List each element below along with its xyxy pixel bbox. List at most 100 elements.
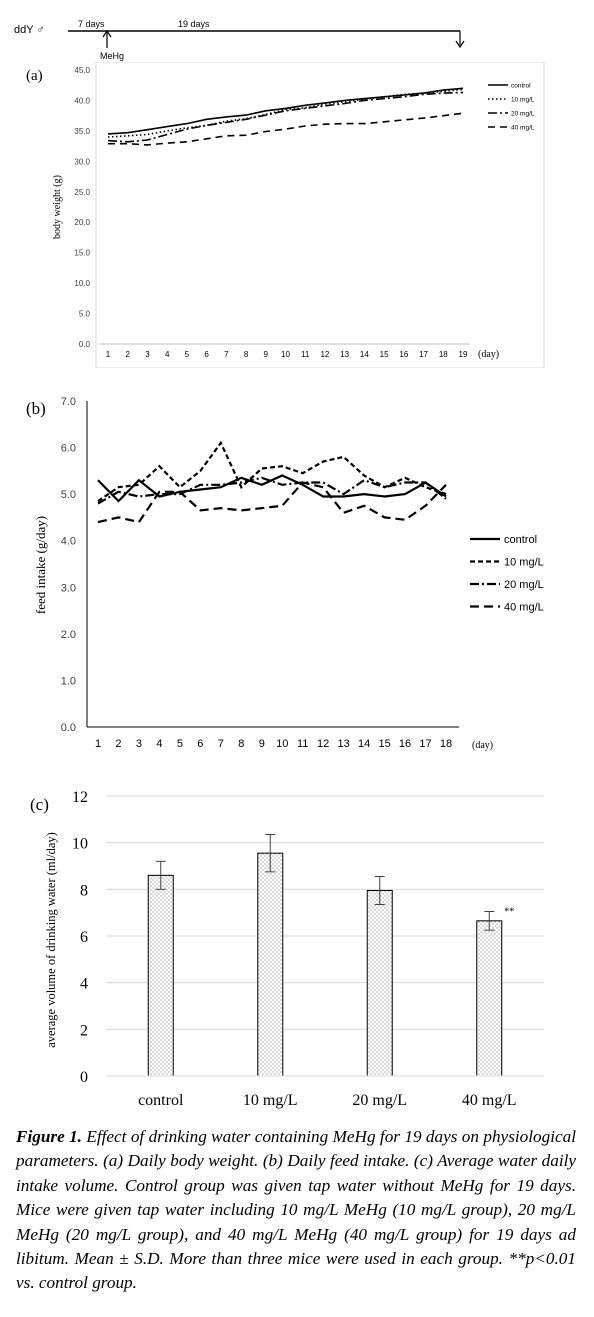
x-tick-label: 8: [238, 738, 244, 750]
x-axis-label: (day): [478, 349, 499, 360]
x-tick-label: 10 mg/L: [243, 1092, 298, 1109]
x-tick-label: 8: [244, 350, 249, 359]
series-line-20-mg-l: [107, 91, 464, 143]
x-tick-label: 16: [399, 738, 411, 750]
legend-label-control: control: [511, 83, 531, 90]
x-tick-label: 6: [204, 350, 209, 359]
panel-label: (a): [26, 68, 43, 84]
x-tick-label: 15: [380, 350, 389, 359]
bar-control: [147, 874, 174, 1077]
series-line-control: [107, 87, 464, 135]
x-axis-label: (day): [472, 740, 493, 751]
x-tick-label: 40 mg/L: [462, 1092, 517, 1109]
bar-40-mg-l: [476, 920, 503, 1077]
bar-20-mg-l: [366, 890, 393, 1077]
y-tick-label: 20.0: [74, 218, 90, 227]
x-tick-label: 1: [95, 738, 101, 750]
x-tick-label: 2: [115, 738, 121, 750]
x-tick-label: 17: [419, 350, 428, 359]
x-tick-label: 9: [259, 738, 265, 750]
x-tick-label: 18: [439, 350, 448, 359]
bar-10-mg-l: [257, 852, 284, 1077]
timeline: ddY ♂ 7 days 19 days MeHg: [14, 19, 465, 61]
y-tick-label: 3.0: [61, 582, 76, 594]
chart-drinking-water: (c) 0 2 4 6 8 10 12 average volume of drinking w…: [30, 789, 544, 1109]
y-tick-label: 45.0: [74, 66, 90, 75]
x-tick-label: 17: [419, 738, 431, 750]
x-tick-label: 5: [177, 738, 183, 750]
y-tick-label: 6: [80, 929, 88, 946]
x-tick-label: 19: [459, 350, 468, 359]
timeline-exposure: 19 days: [178, 19, 210, 29]
x-tick-label: 14: [360, 350, 369, 359]
y-tick-label: 30.0: [74, 157, 90, 166]
y-tick-label: 5.0: [79, 310, 91, 319]
x-tick-label: 12: [317, 738, 329, 750]
y-axis-label: feed intake (g/day): [33, 516, 48, 614]
y-tick-label: 8: [80, 882, 88, 899]
figure-caption: Figure 1. Effect of drinking water conta…: [16, 1125, 576, 1296]
x-tick-label: 7: [218, 738, 224, 750]
timeline-end-arrowhead: [455, 40, 465, 49]
y-tick-label: 25.0: [74, 188, 90, 197]
y-tick-label: 7.0: [61, 396, 76, 408]
x-tick-label: 18: [440, 738, 452, 750]
x-tick-label: 12: [320, 350, 329, 359]
x-tick-label: 11: [301, 350, 310, 359]
x-tick-label: 4: [165, 350, 170, 359]
y-tick-label: 1.0: [61, 675, 76, 687]
x-tick-label: 14: [358, 738, 370, 750]
x-tick-label: 7: [224, 350, 229, 359]
x-tick-label: 3: [136, 738, 142, 750]
y-tick-label: 2: [80, 1022, 88, 1039]
y-axis-label: body weight (g): [52, 175, 63, 239]
x-tick-label: 1: [106, 350, 111, 359]
legend-label-40-mg-l: 40 mg/L: [511, 125, 535, 132]
y-tick-label: 4: [80, 976, 88, 993]
x-tick-label: 6: [197, 738, 203, 750]
y-tick-label: 0.0: [61, 722, 76, 734]
y-tick-label: 10: [72, 836, 88, 853]
x-tick-label: 5: [185, 350, 190, 359]
x-tick-label: 10: [281, 350, 290, 359]
legend-label-40-mg-l: 40 mg/L: [504, 602, 544, 614]
plot-frame: [95, 62, 545, 368]
chart-body-weight: (a) 0.0 5.0 10.0 15.0 20.0 25.0 30.0 35.0 40.0 45.…: [26, 62, 545, 368]
y-tick-label: 15.0: [74, 249, 90, 258]
caption-text: Effect of drinking water containing MeHg…: [16, 1127, 576, 1293]
legend-label-10-mg-l: 10 mg/L: [504, 557, 544, 569]
legend-label-20-mg-l: 20 mg/L: [511, 111, 535, 118]
legend-label-control: control: [504, 534, 537, 546]
x-tick-label: 10: [276, 738, 288, 750]
significance-label: **: [504, 907, 514, 918]
x-tick-label: 4: [156, 738, 162, 750]
x-tick-label: 11: [297, 738, 308, 750]
series-line-40-mg-l: [97, 481, 447, 524]
timeline-strain: ddY ♂: [14, 24, 45, 36]
legend-label-10-mg-l: 10 mg/L: [511, 97, 535, 104]
y-tick-label: 10.0: [74, 279, 90, 288]
y-tick-label: 6.0: [61, 443, 76, 455]
y-axis-label: average volume of drinking water (ml/day…: [44, 832, 58, 1048]
x-tick-label: 15: [378, 738, 390, 750]
series-line-10-mg-l: [97, 440, 447, 503]
y-tick-label: 2.0: [61, 629, 76, 641]
x-tick-label: 13: [340, 350, 349, 359]
x-tick-label: 13: [338, 738, 350, 750]
y-tick-label: 40.0: [74, 96, 90, 105]
y-tick-label: 35.0: [74, 127, 90, 136]
x-tick-label: 2: [125, 350, 130, 359]
x-tick-label: 16: [399, 350, 408, 359]
series-line-10-mg-l: [107, 88, 464, 138]
chart-feed-intake: (b)0.01.02.03.04.05.06.07.01 2 3 4 5 6 7 8 9 10 11…: [26, 396, 544, 751]
y-tick-label: 0: [80, 1069, 88, 1086]
y-tick-label: 5.0: [61, 489, 76, 501]
series-line-40-mg-l: [108, 112, 464, 146]
y-tick-label: 0.0: [79, 340, 91, 349]
panel-label: (b): [26, 399, 46, 418]
legend-label-20-mg-l: 20 mg/L: [504, 579, 544, 591]
timeline-start-arrowhead: [102, 29, 112, 38]
y-tick-label: 4.0: [61, 536, 76, 548]
timeline-acclimation: 7 days: [78, 19, 105, 29]
panel-label: (c): [30, 795, 49, 814]
